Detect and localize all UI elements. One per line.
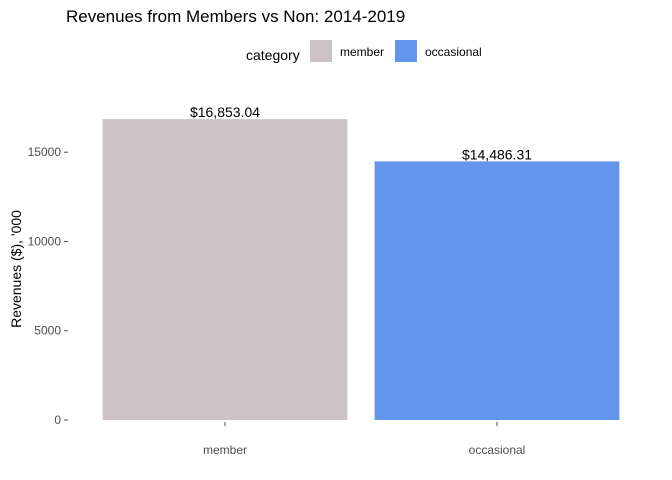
y-axis: 0 5000 10000 15000 <box>28 145 68 427</box>
bar-occasional <box>374 161 620 420</box>
legend-swatch-occasional <box>395 40 417 62</box>
x-tick-label-occasional: occasional <box>469 443 526 457</box>
bar-member <box>102 119 348 421</box>
y-tick-label: 15000 <box>28 145 62 159</box>
data-label-member: $16,853.04 <box>190 104 260 120</box>
legend: category member occasional <box>246 40 482 63</box>
y-tick-label: 0 <box>54 413 61 427</box>
y-axis-title: Revenues ($), '000 <box>8 210 24 328</box>
data-label-occasional: $14,486.31 <box>462 146 532 162</box>
legend-title: category <box>246 47 300 63</box>
legend-label-occasional: occasional <box>425 45 482 59</box>
x-axis: member occasional <box>203 422 525 457</box>
x-tick-label-member: member <box>203 443 247 457</box>
legend-label-member: member <box>340 45 384 59</box>
legend-swatch-member <box>310 40 332 62</box>
bars: $16,853.04 $14,486.31 <box>102 104 620 421</box>
y-tick-label: 5000 <box>34 324 61 338</box>
y-tick-label: 10000 <box>28 234 62 248</box>
chart-title: Revenues from Members vs Non: 2014-2019 <box>66 7 405 26</box>
